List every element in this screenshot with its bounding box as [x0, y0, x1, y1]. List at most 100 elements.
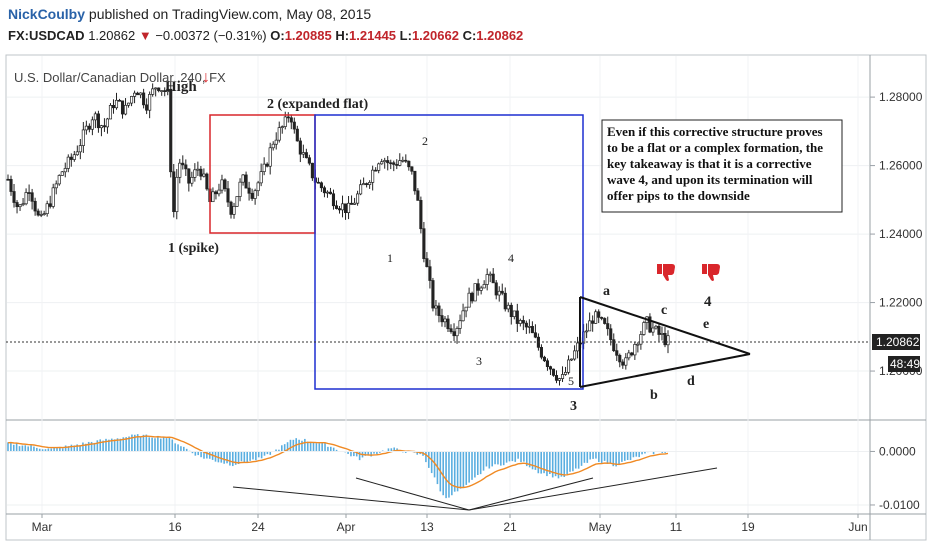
- candle-body: [160, 90, 164, 92]
- candle-body: [90, 119, 94, 130]
- candle-body: [99, 125, 103, 129]
- low-label: L:: [399, 28, 412, 43]
- label-e: e: [703, 317, 709, 332]
- label-b: b: [650, 388, 658, 403]
- candle-body: [48, 203, 52, 207]
- note-text: Even if this corrective structure proves…: [607, 124, 826, 203]
- wave-structure-box[interactable]: [314, 114, 584, 390]
- last-price-tag: [872, 334, 920, 350]
- candle-body: [660, 332, 664, 335]
- candle-body: [139, 92, 143, 96]
- triangle-upper-line[interactable]: [579, 296, 751, 355]
- divergence-line: [468, 467, 718, 511]
- candle-body: [506, 304, 510, 310]
- candle-body: [346, 202, 351, 214]
- candle-body: [108, 104, 113, 120]
- triangle-lower-line[interactable]: [579, 353, 751, 388]
- countdown-tag-text: 48:49: [890, 357, 920, 371]
- x-tick-label: 21: [503, 520, 517, 534]
- candle-body: [262, 163, 266, 172]
- candle-body: [145, 104, 149, 111]
- candle-body: [371, 169, 375, 183]
- candle-body: [576, 342, 580, 352]
- candle-body: [196, 168, 200, 171]
- candle-body: [268, 147, 272, 167]
- candle-body: [93, 113, 97, 121]
- candle-body: [15, 202, 19, 208]
- candle-body: [609, 328, 613, 341]
- candle-body: [600, 317, 604, 319]
- candle-body: [603, 318, 607, 324]
- published-text: published on TradingView.com, May 08, 20…: [88, 6, 372, 22]
- chart-title: U.S. Dollar/Canadian Dollar, 240, FX: [14, 70, 226, 85]
- price-chart[interactable]: U.S. Dollar/Canadian Dollar, 240, FX 1.2…: [0, 52, 932, 550]
- label-big-3: 3: [570, 399, 577, 414]
- candle-body: [368, 182, 372, 186]
- candle-body: [96, 113, 100, 129]
- candle-body: [404, 159, 408, 162]
- candle-body: [410, 166, 414, 172]
- candle-body: [114, 99, 119, 109]
- time-axis: Mar 16 24 Apr 13 21 May 11 19 Jun: [32, 514, 868, 534]
- candle-body: [265, 163, 269, 167]
- macd-pane: [7, 434, 669, 499]
- candle-body: [419, 200, 423, 230]
- x-tick-label: 11: [670, 520, 683, 534]
- candle-body: [362, 183, 366, 186]
- candle-body: [102, 125, 106, 128]
- candle-body: [461, 310, 465, 322]
- candle-body: [389, 162, 393, 165]
- candle-body: [202, 173, 206, 177]
- candle-body: [356, 193, 360, 204]
- label-d: d: [687, 374, 695, 389]
- author-link[interactable]: NickCoulby: [8, 6, 86, 22]
- candle-body: [292, 121, 296, 130]
- open-label: O:: [270, 28, 285, 43]
- candle-body: [515, 310, 519, 324]
- label-wave-2: 2: [422, 134, 428, 148]
- candle-body: [663, 332, 667, 346]
- candle-body: [325, 191, 330, 194]
- signal-line: [7, 435, 669, 489]
- candle-body: [437, 305, 441, 316]
- note-box[interactable]: [601, 119, 843, 213]
- candle-body: [542, 356, 546, 362]
- candle-body: [111, 104, 116, 109]
- candle-body: [18, 204, 22, 208]
- candle-body: [512, 310, 516, 318]
- candle-body: [256, 182, 260, 192]
- candle-body: [548, 366, 553, 370]
- candle-body: [479, 287, 483, 291]
- candle-body: [648, 316, 652, 333]
- candle-body: [298, 140, 302, 155]
- last-price: 1.20862: [88, 28, 136, 43]
- candle-body: [63, 168, 67, 173]
- candle-body: [467, 292, 471, 308]
- candle-body: [416, 190, 420, 201]
- candle-body: [570, 358, 574, 361]
- candle-body: [45, 203, 49, 214]
- candle-body: [597, 311, 601, 318]
- candle-body: [307, 157, 311, 164]
- candle-body: [280, 126, 284, 128]
- candle-body: [434, 305, 438, 309]
- candle-body: [316, 181, 320, 184]
- high-value: 1.21445: [349, 28, 397, 43]
- candle-body: [9, 179, 13, 192]
- candle-body: [470, 292, 474, 302]
- candle-body: [169, 88, 173, 173]
- x-tick-label: 16: [168, 520, 182, 534]
- candle-body: [21, 203, 25, 206]
- candle-body: [594, 311, 598, 324]
- candle-body: [226, 188, 230, 203]
- candle-body: [446, 318, 450, 330]
- last-price-tag-text: 1.20862: [876, 335, 920, 349]
- candle-body: [392, 162, 396, 165]
- candle-body: [30, 192, 34, 202]
- candle-body: [500, 290, 504, 294]
- label-spike: 1 (spike): [168, 241, 219, 256]
- candle-body: [190, 176, 194, 184]
- candle-body: [133, 92, 137, 97]
- candle-body: [557, 378, 562, 381]
- candle-body: [27, 192, 31, 194]
